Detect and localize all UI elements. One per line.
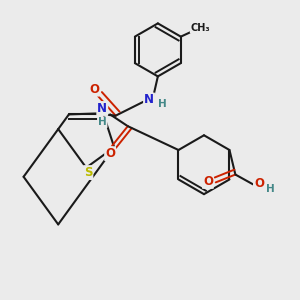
Text: N: N xyxy=(144,93,154,106)
Text: CH₃: CH₃ xyxy=(190,23,210,33)
Text: O: O xyxy=(203,175,213,188)
Text: H: H xyxy=(158,99,167,109)
Text: H: H xyxy=(266,184,275,194)
Text: N: N xyxy=(97,102,107,115)
Text: H: H xyxy=(98,117,106,127)
Text: O: O xyxy=(254,177,264,190)
Text: O: O xyxy=(89,82,99,96)
Text: O: O xyxy=(105,147,115,160)
Text: S: S xyxy=(84,166,92,179)
